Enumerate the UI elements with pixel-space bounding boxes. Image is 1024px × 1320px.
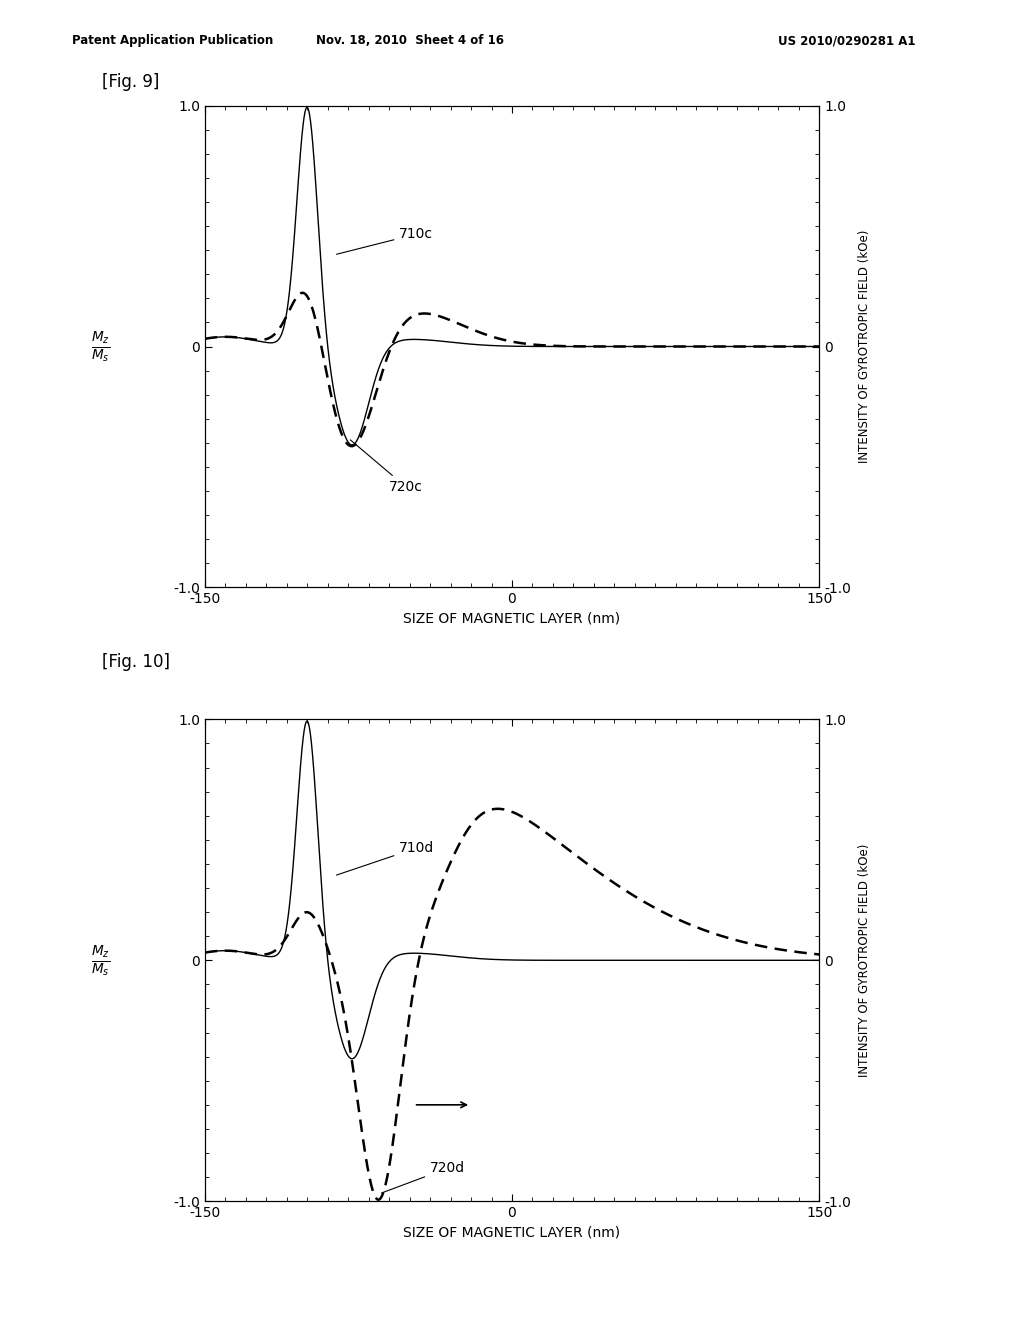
Text: $\frac{M_z}{M_s}$: $\frac{M_z}{M_s}$ <box>91 329 110 364</box>
Text: Nov. 18, 2010  Sheet 4 of 16: Nov. 18, 2010 Sheet 4 of 16 <box>315 34 504 48</box>
Text: 720c: 720c <box>350 440 423 494</box>
Y-axis label: INTENSITY OF GYROTROPIC FIELD (kOe): INTENSITY OF GYROTROPIC FIELD (kOe) <box>858 230 870 463</box>
Text: [Fig. 10]: [Fig. 10] <box>102 653 170 672</box>
X-axis label: SIZE OF MAGNETIC LAYER (nm): SIZE OF MAGNETIC LAYER (nm) <box>403 1225 621 1239</box>
Text: Patent Application Publication: Patent Application Publication <box>72 34 273 48</box>
X-axis label: SIZE OF MAGNETIC LAYER (nm): SIZE OF MAGNETIC LAYER (nm) <box>403 611 621 626</box>
Text: 710d: 710d <box>337 841 434 875</box>
Text: 720d: 720d <box>382 1162 465 1193</box>
Text: $\frac{M_z}{M_s}$: $\frac{M_z}{M_s}$ <box>91 942 110 978</box>
Text: [Fig. 9]: [Fig. 9] <box>102 73 160 91</box>
Text: 710c: 710c <box>337 227 433 255</box>
Text: US 2010/0290281 A1: US 2010/0290281 A1 <box>778 34 915 48</box>
Y-axis label: INTENSITY OF GYROTROPIC FIELD (kOe): INTENSITY OF GYROTROPIC FIELD (kOe) <box>858 843 870 1077</box>
